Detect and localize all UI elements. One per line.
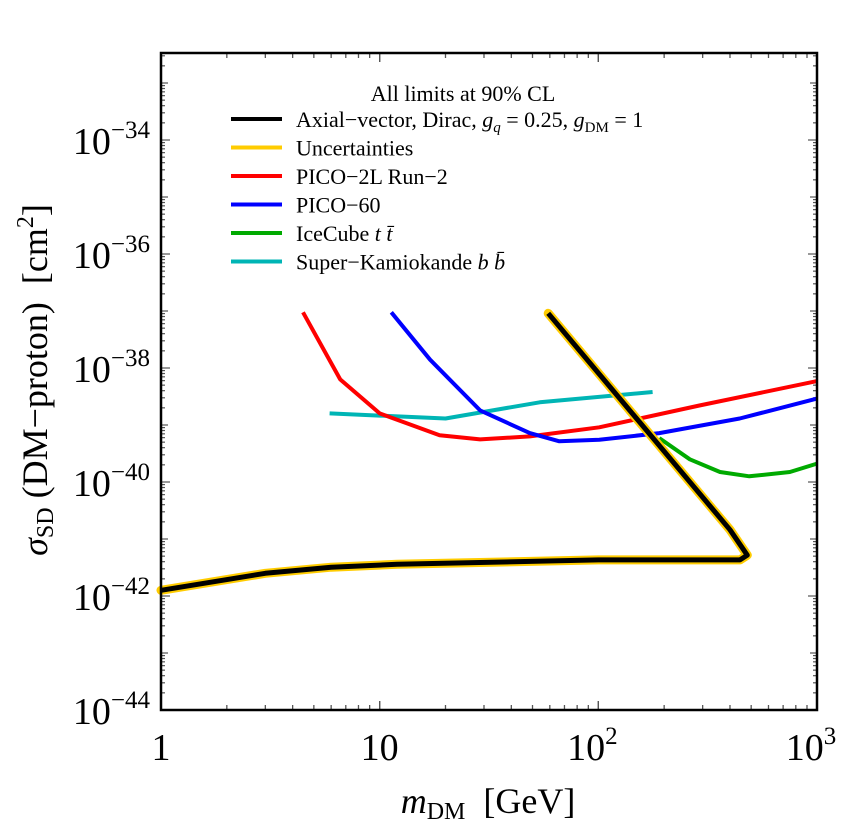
legend-item-label: PICO−2L Run−2 <box>296 164 448 189</box>
plot-curves <box>156 308 818 595</box>
plot-frame <box>159 51 819 712</box>
x-tick-label: 10 <box>361 727 399 769</box>
axis-ticks <box>160 53 818 711</box>
uncertainty-band <box>156 308 752 595</box>
tick-labels: 1 10 102 103 10−34 10−36 10−38 10−40 10−42 10−44 <box>73 117 836 769</box>
x-tick-label: 102 <box>567 723 618 769</box>
series-line <box>658 436 818 479</box>
y-tick-label: 10−34 <box>73 117 151 163</box>
series-line <box>389 311 818 444</box>
series-line <box>301 311 818 442</box>
legend: All limits at 90% CL Axial−vector, Dirac… <box>231 81 643 275</box>
x-axis-title: mDM [GeV] <box>401 781 576 825</box>
y-tick-label: 10−36 <box>73 231 150 277</box>
legend-item-label: IceCube t t̄ <box>296 221 395 246</box>
x-tick-label: 103 <box>786 723 837 769</box>
series-line <box>160 311 750 593</box>
x-tick-label: 1 <box>152 727 171 769</box>
y-tick-label: 10−40 <box>73 459 150 505</box>
y-axis-title: σSD (DM−proton) [cm2] <box>13 204 59 556</box>
legend-title: All limits at 90% CL <box>371 81 556 106</box>
y-tick-label: 10−44 <box>73 687 151 733</box>
legend-item-label: Uncertainties <box>296 136 413 161</box>
y-tick-label: 10−38 <box>73 345 150 391</box>
legend-item-label: Axial−vector, Dirac, gq = 0.25, gDM = 1 <box>296 107 643 136</box>
y-tick-label: 10−42 <box>73 573 150 619</box>
legend-item-label: Super−Kamiokande b b̄ <box>296 250 505 275</box>
legend-item-label: PICO−60 <box>296 193 381 218</box>
